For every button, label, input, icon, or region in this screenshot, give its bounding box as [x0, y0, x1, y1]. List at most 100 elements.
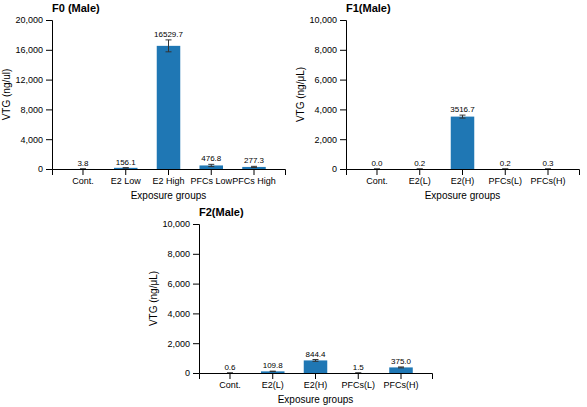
y-tick: 10,000 [162, 219, 199, 229]
y-tick-mark [193, 313, 199, 314]
x-tick-mark [505, 169, 506, 175]
bar [536, 168, 560, 169]
plot-area [218, 360, 413, 373]
data-label: 0.6 [224, 363, 236, 372]
error-line [168, 40, 169, 52]
x-tick: PFCs(L) [489, 169, 523, 186]
data-label: 375.0 [391, 357, 412, 366]
x-axis-title: Exposure groups [278, 394, 354, 405]
y-tick: 20,000 [15, 15, 52, 25]
error-bar [270, 371, 276, 372]
error-cap [80, 168, 86, 169]
error-cap [502, 168, 508, 169]
y-tick-mark [46, 80, 52, 81]
error-bar [80, 168, 86, 169]
y-tick-label: 4,000 [20, 135, 43, 145]
error-bar [251, 166, 257, 167]
x-axis: Cont.E2 LowE2 HighPFCs LowPFCs High [53, 169, 286, 186]
bar [218, 372, 242, 373]
y-axis-title: VTG (ng/μL) [295, 67, 306, 122]
error-cap [270, 371, 276, 372]
data-label: 0.0 [371, 159, 383, 168]
chart-title: F1(Male) [346, 2, 391, 14]
x-tick-mark [548, 169, 549, 175]
x-axis: Cont.E2(L)E2(H)PFCs(L)PFCs(H) [347, 169, 580, 186]
error-cap [123, 167, 129, 168]
x-tick-mark [168, 169, 169, 175]
y-tick: 2,000 [167, 339, 199, 349]
data-label: 277.3 [244, 156, 265, 165]
y-tick-mark [46, 20, 52, 21]
error-cap [460, 115, 466, 116]
error-cap [374, 169, 380, 170]
x-tick-mark [419, 169, 420, 175]
y-tick-mark [193, 284, 199, 285]
chart-title: F2(Male) [199, 206, 244, 218]
chart-panel: 02,0004,0006,0008,00010,000Cont.E2(L)E2(… [295, 2, 580, 201]
data-label: 16529.7 [154, 30, 183, 39]
x-tick: PFCs Low [190, 169, 232, 186]
chart-title: F0 (Male) [52, 2, 100, 14]
data-label: 156.1 [116, 158, 137, 167]
data-label: 0.2 [500, 159, 512, 168]
y-tick: 0 [332, 164, 346, 174]
error-cap [80, 168, 86, 169]
error-cap [313, 361, 319, 362]
x-tick-mark [229, 373, 230, 379]
y-tick-label: 8,000 [20, 105, 43, 115]
figure: 04,0008,00012,00016,00020,000Cont.E2 Low… [0, 0, 587, 407]
error-cap [227, 372, 233, 373]
y-tick-mark [46, 50, 52, 51]
x-tick-mark [211, 169, 212, 175]
x-tick-label: E2(L) [409, 176, 431, 186]
error-bar [502, 168, 508, 169]
error-cap [417, 168, 423, 169]
y-tick: 6,000 [167, 279, 199, 289]
y-tick-mark [340, 139, 346, 140]
error-cap [460, 118, 466, 119]
error-bar [417, 168, 423, 169]
y-tick-label: 10,000 [162, 219, 190, 229]
bar [493, 168, 517, 169]
bar [157, 46, 181, 169]
y-tick-mark [340, 80, 346, 81]
error-bar [166, 40, 172, 52]
y-tick-mark [340, 20, 346, 21]
y-tick-mark [193, 343, 199, 344]
error-cap [398, 367, 404, 368]
error-bar [123, 167, 129, 168]
y-tick-label: 4,000 [314, 105, 337, 115]
x-tick-label: Cont. [366, 176, 388, 186]
x-tick: PFCs(H) [384, 373, 419, 390]
bar [408, 168, 432, 169]
error-bar [545, 168, 551, 169]
x-tick-label: PFCs(H) [531, 176, 566, 186]
y-tick: 4,000 [167, 309, 199, 319]
error-bar [374, 169, 380, 170]
x-tick: E2(L) [262, 373, 284, 390]
error-cap [270, 371, 276, 372]
y-tick-label: 16,000 [15, 45, 43, 55]
x-tick-label: E2 Low [111, 176, 142, 186]
bar [114, 168, 138, 169]
error-bar [398, 366, 404, 368]
x-tick: PFCs High [232, 169, 276, 186]
y-tick-label: 2,000 [314, 135, 337, 145]
y-tick: 2,000 [314, 135, 346, 145]
data-labels: 0.00.23516.70.20.3 [371, 105, 554, 168]
x-tick-mark [376, 169, 377, 175]
y-tick-mark [46, 169, 52, 170]
y-tick: 0 [185, 368, 199, 378]
data-label: 3516.7 [450, 105, 475, 114]
y-tick: 4,000 [20, 135, 52, 145]
y-tick-mark [46, 109, 52, 110]
error-cap [545, 168, 551, 169]
plot-area [71, 40, 266, 169]
error-bar [355, 372, 361, 373]
error-cap [374, 169, 380, 170]
y-tick-mark [193, 224, 199, 225]
x-tick-mark [401, 373, 402, 379]
data-label: 3.8 [77, 159, 89, 168]
x-tick-label: PFCs(H) [384, 380, 419, 390]
x-tick: Cont. [219, 373, 241, 390]
